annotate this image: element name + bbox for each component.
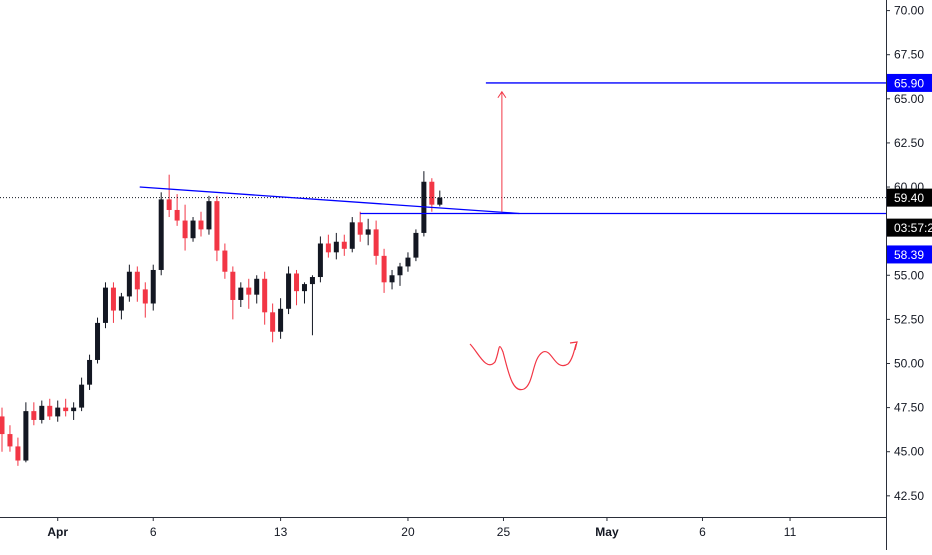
candle-body <box>230 271 236 300</box>
price-tick-label: 62.50 <box>894 136 924 150</box>
annotations-layer <box>0 82 886 391</box>
candles-layer <box>0 171 443 466</box>
candle-body <box>389 275 395 283</box>
candle-body <box>381 255 387 283</box>
candle-body <box>405 257 411 267</box>
candle-body <box>95 322 101 360</box>
candle-body <box>118 296 124 311</box>
candle-body <box>150 269 156 304</box>
time-tick-label: 25 <box>497 525 511 539</box>
price-tick-label: 45.00 <box>894 445 924 459</box>
candle-body <box>325 243 331 253</box>
candle-body <box>278 308 284 332</box>
candle-body <box>246 287 252 295</box>
candle-body <box>254 278 260 295</box>
candle-body <box>158 199 164 270</box>
candle-body <box>373 229 379 256</box>
candle-body <box>110 287 116 311</box>
last-price-badge[interactable] <box>887 188 932 207</box>
candle-body <box>47 405 53 417</box>
price-tick-label: 42.50 <box>894 489 924 503</box>
breakout-price-badge-label: 58.39 <box>894 248 924 262</box>
candle-body <box>55 407 61 417</box>
candle-body <box>413 232 419 258</box>
candle-body <box>294 273 300 292</box>
candle-body <box>262 278 268 313</box>
price-tick-label: 55.00 <box>894 268 924 282</box>
time-tick-label: 11 <box>784 525 797 539</box>
candle-body <box>182 220 188 239</box>
candle-body <box>87 359 93 385</box>
countdown-badge-label: 03:57:2 <box>894 221 932 235</box>
candle-body <box>238 287 244 300</box>
candle-body <box>23 411 29 461</box>
price-tick-label: 50.00 <box>894 356 924 370</box>
candle-body <box>397 266 403 276</box>
candle-body <box>206 201 212 230</box>
candle-body <box>270 312 276 332</box>
candle-body <box>0 416 5 435</box>
resistance-trendline[interactable] <box>139 186 520 215</box>
candle-body <box>301 284 307 292</box>
candle-body <box>349 222 355 249</box>
candle-body <box>214 201 220 251</box>
candle-body <box>309 277 315 285</box>
price-tick-label: 67.50 <box>894 48 924 62</box>
candle-body <box>126 271 132 297</box>
projected-path-squiggle[interactable] <box>469 343 577 391</box>
candle-body <box>71 407 77 412</box>
candle-body <box>63 407 69 412</box>
squiggle-arrow-head <box>569 341 578 351</box>
candle-body <box>142 289 148 304</box>
candle-body <box>198 220 204 230</box>
last-price-badge-label: 59.40 <box>894 191 924 205</box>
candle-body <box>31 411 37 420</box>
candle-body <box>317 243 323 278</box>
price-tick-label: 52.50 <box>894 312 924 326</box>
target-price-badge-label: 65.90 <box>894 76 924 90</box>
target-arrow-head <box>497 90 507 99</box>
candle-body <box>7 434 13 447</box>
candle-body <box>357 222 363 235</box>
time-tick-label: 13 <box>274 525 288 539</box>
candle-body <box>365 229 371 235</box>
candle-body <box>190 220 196 239</box>
candle-body <box>222 250 228 272</box>
candle-body <box>39 405 45 420</box>
candle-body <box>341 241 347 249</box>
candle-body <box>174 209 180 221</box>
candle-body <box>15 446 21 461</box>
candle-body <box>429 181 435 205</box>
candle-body <box>79 384 85 408</box>
candle-body <box>166 199 172 210</box>
breakout-price-badge[interactable] <box>887 245 932 264</box>
time-tick-label: 6 <box>699 525 706 539</box>
candle-body <box>286 273 292 309</box>
countdown-badge[interactable] <box>887 218 932 237</box>
target-price-badge[interactable] <box>887 73 932 92</box>
candle-body <box>134 271 140 290</box>
price-tick-label: 65.00 <box>894 92 924 106</box>
candle-body <box>102 287 108 323</box>
candle-body <box>437 197 443 205</box>
candle-body <box>333 241 339 253</box>
time-tick-label: 6 <box>150 525 157 539</box>
time-tick-label: May <box>595 525 619 539</box>
time-tick-label: Apr <box>47 525 68 539</box>
time-tick-label: 20 <box>401 525 415 539</box>
price-tick-label: 70.00 <box>894 4 924 18</box>
price-tick-label: 47.50 <box>894 401 924 415</box>
